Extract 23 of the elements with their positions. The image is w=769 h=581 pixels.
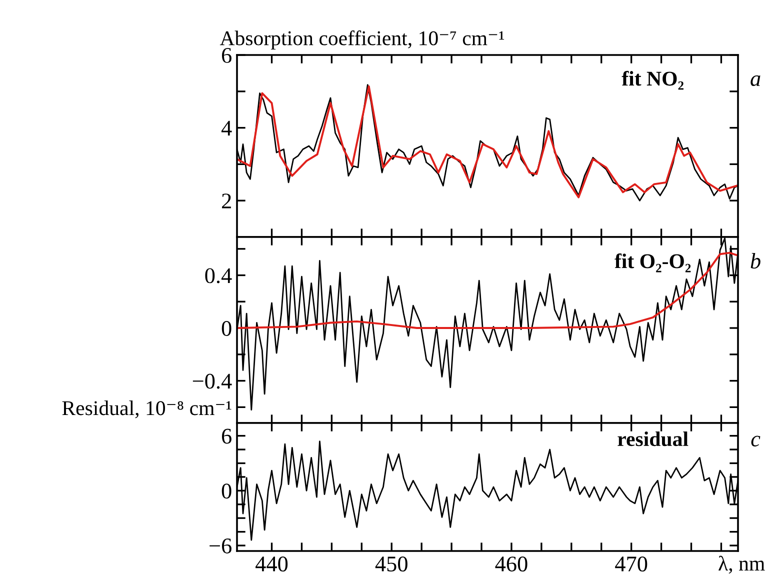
text: a <box>750 75 760 86</box>
y-tick-label: 4 <box>221 120 232 136</box>
annotation: fit NO₂ <box>622 70 684 90</box>
x-tick-label: 460 <box>495 556 528 572</box>
x-tick-label: 450 <box>375 556 408 572</box>
x-tick-label: 440 <box>256 556 288 572</box>
annotation: residual <box>618 431 688 446</box>
y-axis-title: Residual, 10⁻⁸ cm⁻¹ <box>62 400 232 418</box>
text: b <box>750 252 760 269</box>
y-axis-title: Absorption coefficient, 10⁻⁷ cm⁻¹ <box>220 30 504 50</box>
y-tick-label: 2 <box>222 194 231 208</box>
x-tick-label: 470 <box>615 556 648 572</box>
y-tick-label: −6 <box>210 538 232 554</box>
y-tick-label: 6 <box>222 428 232 444</box>
x-axis-title: λ, nm <box>718 556 765 574</box>
y-tick-label: 0 <box>222 484 232 499</box>
y-tick-label: 0 <box>222 320 232 336</box>
y-tick-label: 6 <box>222 48 232 63</box>
y-tick-label: 0.4 <box>205 268 232 284</box>
line-series <box>237 252 738 329</box>
annotation: fit O₂-O₂ <box>614 253 691 272</box>
y-tick-label: −0.4 <box>192 374 232 389</box>
text: c <box>751 436 760 446</box>
